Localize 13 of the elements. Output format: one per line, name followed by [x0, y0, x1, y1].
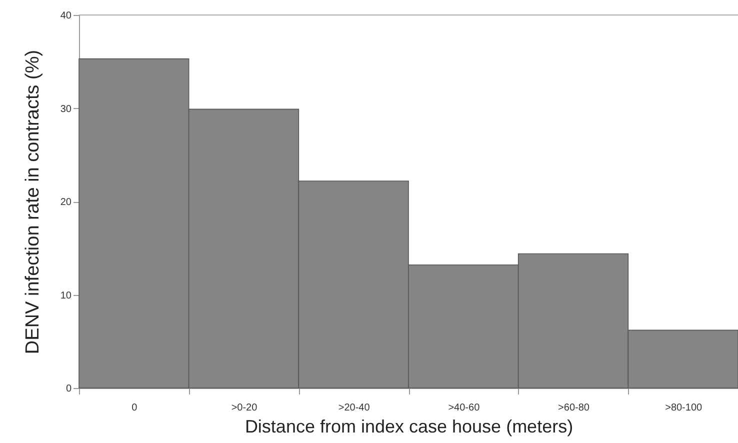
y-tick-label: 10 [60, 290, 72, 302]
x-tick-label: >0-20 [231, 402, 258, 414]
y-tick-label: 40 [60, 10, 72, 22]
y-tick-label: 0 [66, 384, 72, 394]
x-tick-label: 0 [132, 402, 138, 414]
x-tick-label: >20-40 [338, 402, 370, 414]
y-tick-label: 20 [60, 197, 72, 208]
x-tick-label: >60-80 [558, 402, 590, 414]
y-axis-title: DENV infection rate in contracts (%) [22, 50, 44, 354]
x-tick-label: >40-60 [448, 402, 480, 414]
x-axis-title: Distance from index case house (meters) [244, 416, 574, 436]
y-tick-label: 30 [60, 104, 72, 115]
x-tick-label: >80-100 [665, 402, 703, 414]
